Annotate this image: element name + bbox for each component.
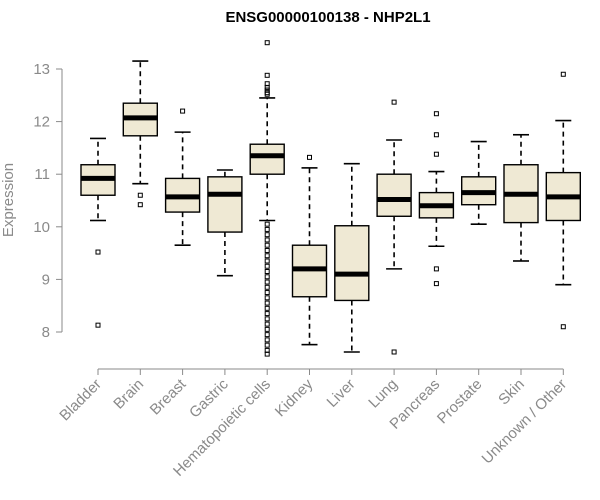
outlier-point (95, 249, 101, 255)
outlier-point (391, 349, 397, 355)
iqr-box (376, 173, 412, 217)
y-tick-label: 10 (33, 219, 50, 236)
outlier-point (264, 237, 270, 243)
outlier-point (264, 40, 270, 46)
outlier-point (264, 221, 270, 227)
iqr-box (249, 143, 285, 175)
outlier-point (433, 111, 439, 117)
outlier-point (264, 311, 270, 317)
outlier-point (264, 300, 270, 306)
outlier-point (137, 202, 143, 208)
outlier-point (264, 284, 270, 290)
x-tick-label: Prostate (434, 376, 486, 428)
outlier-point (264, 263, 270, 269)
y-tick-label: 8 (42, 324, 50, 341)
outlier-point (264, 84, 270, 90)
outlier-point (264, 326, 270, 332)
outlier-point (264, 253, 270, 259)
boxes (80, 40, 581, 357)
outlier-point (264, 269, 270, 275)
y-tick-label: 9 (42, 271, 50, 288)
box-group (503, 133, 539, 262)
outlier-point (264, 279, 270, 285)
box-group (376, 99, 412, 355)
outlier-point (264, 258, 270, 264)
outlier-point (264, 72, 270, 78)
box-group (545, 71, 581, 330)
x-tick-label: Lung (365, 376, 401, 412)
outlier-point (433, 132, 439, 138)
x-tick-label: Bladder (56, 376, 105, 425)
outlier-point (264, 247, 270, 253)
box-group (207, 169, 243, 277)
outlier-point (307, 154, 312, 160)
y-tick-label: 12 (33, 114, 50, 131)
outlier-point (264, 290, 270, 296)
outlier-point (264, 91, 270, 97)
outlier-point (560, 71, 566, 77)
outlier-point (264, 274, 270, 280)
y-axis: 8 9 10 11 12 13 (33, 61, 63, 341)
box-group (80, 137, 116, 328)
outlier-point (264, 351, 270, 357)
outlier-point (264, 332, 270, 338)
outlier-point (95, 322, 101, 328)
outlier-point (264, 242, 270, 248)
x-tick-label: Breast (147, 375, 190, 418)
outlier-point (264, 232, 270, 238)
outlier-point (264, 316, 270, 322)
y-tick-label: 11 (34, 166, 50, 183)
outlier-point (264, 337, 270, 343)
outlier-point (264, 342, 270, 348)
outlier-point (264, 295, 270, 301)
box-group (334, 162, 370, 353)
outlier-point (433, 281, 439, 287)
outlier-point (433, 151, 439, 157)
box-group (164, 108, 201, 247)
outlier-point (264, 87, 270, 93)
outlier-point (137, 192, 143, 198)
x-tick-label: Brain (110, 376, 147, 413)
iqr-box (334, 225, 370, 302)
outlier-point (433, 266, 439, 272)
y-axis-label: Expression (0, 163, 17, 237)
outlier-point (264, 305, 270, 311)
outlier-point (391, 99, 397, 105)
box-group (291, 154, 328, 346)
x-tick-label: Kidney (272, 375, 317, 420)
chart-title: ENSG00000100138 - NHP2L1 (225, 9, 430, 26)
outlier-point (560, 324, 566, 330)
outlier-point (264, 226, 270, 232)
box-group (418, 111, 455, 287)
iqr-box (207, 176, 243, 233)
box-group (461, 140, 497, 225)
x-tick-label: Skin (495, 376, 528, 409)
x-tick-label: Liver (324, 376, 359, 411)
box-group (122, 60, 159, 208)
box-group (249, 40, 285, 357)
outlier-point (264, 321, 270, 327)
y-tick-label: 13 (33, 61, 50, 78)
outlier-point (180, 108, 186, 114)
